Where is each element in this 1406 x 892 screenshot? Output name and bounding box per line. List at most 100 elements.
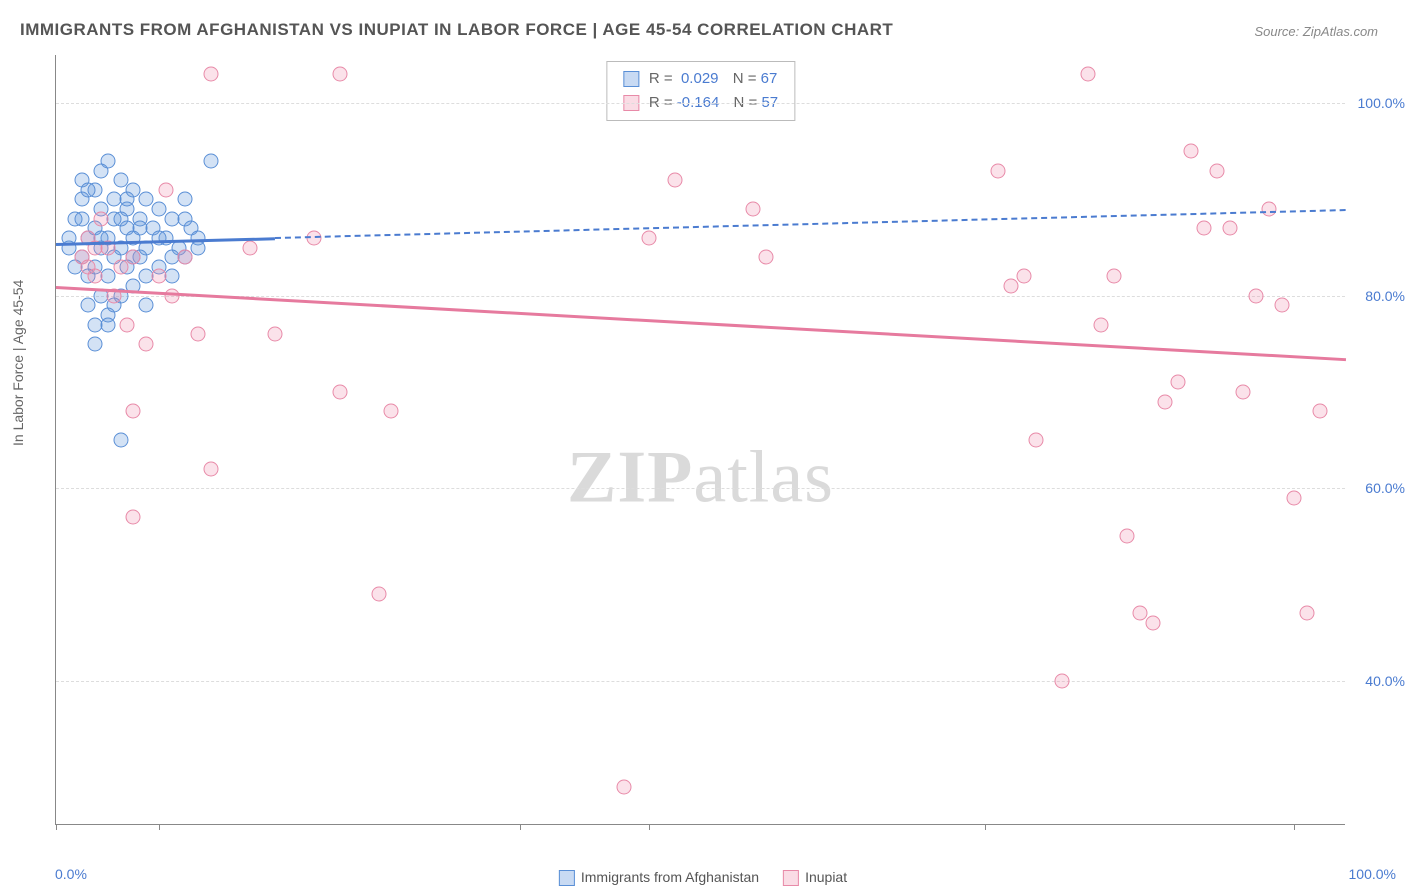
y-tick-label: 60.0% (1365, 480, 1405, 496)
data-point-pink (126, 250, 141, 265)
data-point-blue (100, 269, 115, 284)
data-point-blue (178, 211, 193, 226)
y-tick-label: 80.0% (1365, 288, 1405, 304)
data-point-pink (668, 173, 683, 188)
data-point-pink (1287, 490, 1302, 505)
data-point-pink (119, 317, 134, 332)
data-point-pink (332, 67, 347, 82)
data-point-pink (268, 327, 283, 342)
trend-line-pink (56, 286, 1346, 361)
gridline-h (56, 103, 1345, 104)
data-point-pink (1171, 375, 1186, 390)
data-point-pink (1300, 606, 1315, 621)
watermark: ZIPatlas (567, 435, 834, 520)
legend-stats-row-blue: R = 0.029 N = 67 (623, 67, 778, 91)
data-point-blue (178, 192, 193, 207)
x-axis-max-label: 100.0% (1349, 866, 1396, 882)
data-point-blue (74, 211, 89, 226)
x-tick (1294, 824, 1295, 830)
data-point-pink (1248, 288, 1263, 303)
data-point-pink (384, 404, 399, 419)
data-point-blue (165, 269, 180, 284)
data-point-pink (113, 259, 128, 274)
data-point-pink (642, 230, 657, 245)
data-point-pink (758, 250, 773, 265)
x-axis-min-label: 0.0% (55, 866, 87, 882)
data-point-blue (81, 298, 96, 313)
data-point-blue (119, 192, 134, 207)
x-tick (520, 824, 521, 830)
data-point-pink (94, 211, 109, 226)
y-tick-label: 100.0% (1358, 95, 1405, 111)
legend-swatch-bottom-pink (783, 870, 799, 886)
data-point-pink (165, 288, 180, 303)
legend-swatch-blue (623, 71, 639, 87)
data-point-pink (1235, 384, 1250, 399)
data-point-blue (81, 182, 96, 197)
data-point-blue (132, 221, 147, 236)
data-point-pink (81, 259, 96, 274)
data-point-pink (1197, 221, 1212, 236)
data-point-blue (152, 230, 167, 245)
data-point-pink (242, 240, 257, 255)
data-point-pink (1055, 673, 1070, 688)
data-point-pink (1184, 144, 1199, 159)
data-point-pink (152, 269, 167, 284)
data-point-blue (190, 240, 205, 255)
data-point-pink (1093, 317, 1108, 332)
data-point-pink (1222, 221, 1237, 236)
data-point-pink (1158, 394, 1173, 409)
data-point-blue (203, 153, 218, 168)
data-point-pink (1261, 202, 1276, 217)
data-point-blue (139, 298, 154, 313)
legend-item-blue: Immigrants from Afghanistan (559, 869, 759, 886)
data-point-pink (1145, 615, 1160, 630)
data-point-blue (100, 153, 115, 168)
data-point-pink (1119, 529, 1134, 544)
legend-swatch-bottom-blue (559, 870, 575, 886)
data-point-pink (126, 510, 141, 525)
data-point-pink (616, 779, 631, 794)
data-point-blue (87, 336, 102, 351)
correlation-chart: IMMIGRANTS FROM AFGHANISTAN VS INUPIAT I… (0, 0, 1406, 892)
data-point-pink (158, 182, 173, 197)
data-point-blue (113, 433, 128, 448)
source-attribution: Source: ZipAtlas.com (1254, 24, 1378, 39)
legend-stats-box: R = 0.029 N = 67 R = -0.164 N = 57 (606, 61, 795, 121)
legend-bottom: Immigrants from Afghanistan Inupiat (559, 869, 847, 886)
x-tick (56, 824, 57, 830)
y-tick-label: 40.0% (1365, 673, 1405, 689)
data-point-pink (203, 67, 218, 82)
data-point-pink (178, 250, 193, 265)
data-point-pink (1003, 279, 1018, 294)
gridline-h (56, 681, 1345, 682)
plot-area: ZIPatlas R = 0.029 N = 67 R = -0.164 N =… (55, 55, 1345, 825)
data-point-pink (1029, 433, 1044, 448)
data-point-blue (113, 211, 128, 226)
data-point-pink (332, 384, 347, 399)
data-point-pink (1210, 163, 1225, 178)
gridline-h (56, 488, 1345, 489)
data-point-pink (126, 404, 141, 419)
data-point-pink (203, 461, 218, 476)
watermark-zip: ZIP (567, 436, 693, 518)
trend-line-blue-dashed (275, 209, 1346, 239)
data-point-pink (990, 163, 1005, 178)
x-tick (985, 824, 986, 830)
data-point-pink (371, 587, 386, 602)
chart-title: IMMIGRANTS FROM AFGHANISTAN VS INUPIAT I… (20, 20, 893, 40)
x-tick (159, 824, 160, 830)
data-point-pink (1016, 269, 1031, 284)
data-point-pink (1274, 298, 1289, 313)
legend-item-pink: Inupiat (783, 869, 847, 886)
y-axis-label: In Labor Force | Age 45-54 (10, 280, 26, 446)
data-point-pink (1313, 404, 1328, 419)
data-point-pink (1081, 67, 1096, 82)
data-point-pink (190, 327, 205, 342)
watermark-atlas: atlas (693, 436, 834, 518)
data-point-blue (100, 317, 115, 332)
data-point-pink (139, 336, 154, 351)
data-point-pink (1106, 269, 1121, 284)
x-tick (649, 824, 650, 830)
n-label-blue: N = 67 (729, 67, 778, 91)
